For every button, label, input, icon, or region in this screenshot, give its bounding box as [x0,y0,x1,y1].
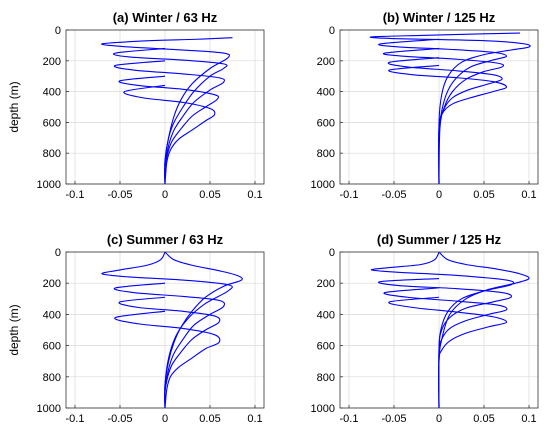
chart-d-series-2-line [370,252,515,408]
chart-a-y-tick-label: 600 [43,117,61,129]
chart-c-series-1-line [164,252,243,408]
chart-a-y-tick-label: 200 [43,56,61,68]
chart-c-series-5-line [114,310,221,408]
chart-c-y-tick-label: 800 [43,372,61,384]
chart-a-y-tick-label: 400 [43,87,61,99]
chart-c-series-2-line [101,252,233,408]
chart-b-series-5-line [388,64,508,184]
chart-c-series-4-line [118,296,221,408]
chart-d-x-tick-label: 0.05 [473,413,494,425]
chart-b-y-tick-label: 0 [329,25,335,37]
chart-c-x-tick-label: -0.05 [107,413,132,425]
chart-d-y-tick-label: 0 [329,247,335,259]
chart-b-title: (b) Winter / 125 Hz [383,10,496,25]
chart-d-y-tick-label: 1000 [311,403,335,415]
chart-a-x-tick-label: 0.1 [247,189,262,201]
chart-d-y-tick-label: 400 [317,309,335,321]
chart-a-series-5-line [123,84,216,184]
chart-c-y-tick-label: 400 [43,309,61,321]
chart-b-y-tick-label: 200 [317,56,335,68]
chart-d-axes-frame [339,251,539,409]
chart-a-series-4-line [118,75,220,184]
chart-a-axes-frame [65,29,265,185]
chart-d-y-tick-label: 200 [317,278,335,290]
chart-d-series-3-line [378,277,513,408]
chart-a-panel: -0.1 -0.05 0 0.05 0.1 0 200 400 600 800 1000 (a) Wi… [7,10,265,201]
chart-b-x-tick-label: 0.05 [473,189,494,201]
chart-d-panel: -0.1 -0.05 0 0.05 0.1 0 200 400 600 800 1000 (d) Su… [311,232,539,425]
chart-c-x-tick-label: 0 [162,413,168,425]
chart-c-y-tick-label: 1000 [37,403,61,415]
chart-c-y-axis-label: depth (m) [7,304,21,355]
chart-b-x-tick-label: -0.05 [381,189,406,201]
chart-c-panel: -0.1 -0.05 0 0.05 0.1 0 200 400 600 800 1000 (c) Su… [7,232,265,425]
chart-b-panel: -0.1 -0.05 0 0.05 0.1 0 200 400 600 800 1000 (b) Wi… [311,10,539,201]
chart-c-y-tick-label: 600 [43,341,61,353]
chart-c-x-tick-label: 0.05 [199,413,220,425]
chart-a-title: (a) Winter / 63 Hz [113,10,218,25]
chart-b-x-tick-label: -0.1 [340,189,359,201]
chart-b-x-tick-label: 0.1 [521,189,536,201]
chart-c-y-tick-label: 200 [43,278,61,290]
chart-c-axes-frame [65,251,265,409]
chart-a-series-3-line [113,60,226,184]
chart-b-y-tick-label: 1000 [311,179,335,191]
chart-b-axes-frame [339,29,539,185]
chart-b-series-4-line [387,57,503,184]
chart-c-title: (c) Summer / 63 Hz [107,232,224,247]
chart-d-x-tick-label: 0.1 [521,413,536,425]
chart-d-series-5-line [388,296,508,408]
chart-a-x-tick-label: 0.05 [199,189,220,201]
chart-a-y-tick-label: 0 [55,25,61,37]
chart-b-y-tick-label: 400 [317,87,335,99]
chart-d-y-tick-label: 800 [317,372,335,384]
chart-b-y-tick-label: 600 [317,117,335,129]
chart-d-x-tick-label: -0.1 [340,413,359,425]
chart-d-x-tick-label: -0.05 [381,413,406,425]
chart-a-y-tick-label: 1000 [37,179,61,191]
chart-d-x-tick-label: 0 [436,413,442,425]
chart-b-x-tick-label: 0 [436,189,442,201]
chart-a-y-axis-label: depth (m) [7,81,21,132]
chart-c-x-tick-label: 0.1 [247,413,262,425]
chart-a-x-tick-label: -0.1 [66,189,85,201]
chart-a-x-tick-label: 0 [162,189,168,201]
chart-c-y-tick-label: 0 [55,247,61,259]
chart-c-x-tick-label: -0.1 [66,413,85,425]
chart-a-y-tick-label: 800 [43,148,61,160]
chart-d-series-4-line [383,287,508,408]
chart-b-series-1-line [369,32,531,184]
chart-d-y-tick-label: 600 [317,341,335,353]
chart-d-title: (d) Summer / 125 Hz [377,232,502,247]
chart-b-y-tick-label: 800 [317,148,335,160]
chart-a-x-tick-label: -0.05 [107,189,132,201]
